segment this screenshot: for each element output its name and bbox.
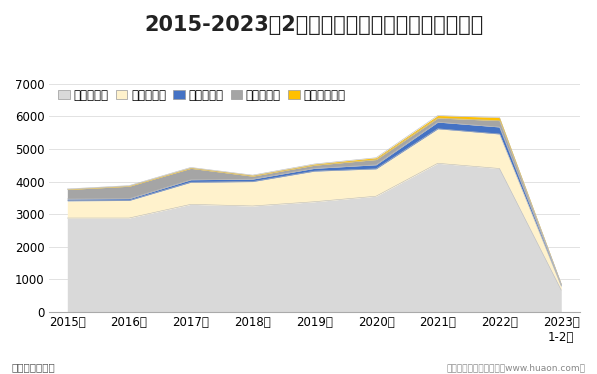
Text: 制图：华经产业研究院（www.huaon.com）: 制图：华经产业研究院（www.huaon.com）: [446, 363, 585, 372]
Legend: 火力发电量, 核能发电量, 风力发电量, 水力发电量, 太阳能发电量: 火力发电量, 核能发电量, 风力发电量, 水力发电量, 太阳能发电量: [55, 85, 349, 105]
Title: 2015-2023年2月广东省各发电类型发电量统计图: 2015-2023年2月广东省各发电类型发电量统计图: [144, 15, 484, 35]
Text: 单位：亿千瓦时: 单位：亿千瓦时: [12, 362, 56, 372]
